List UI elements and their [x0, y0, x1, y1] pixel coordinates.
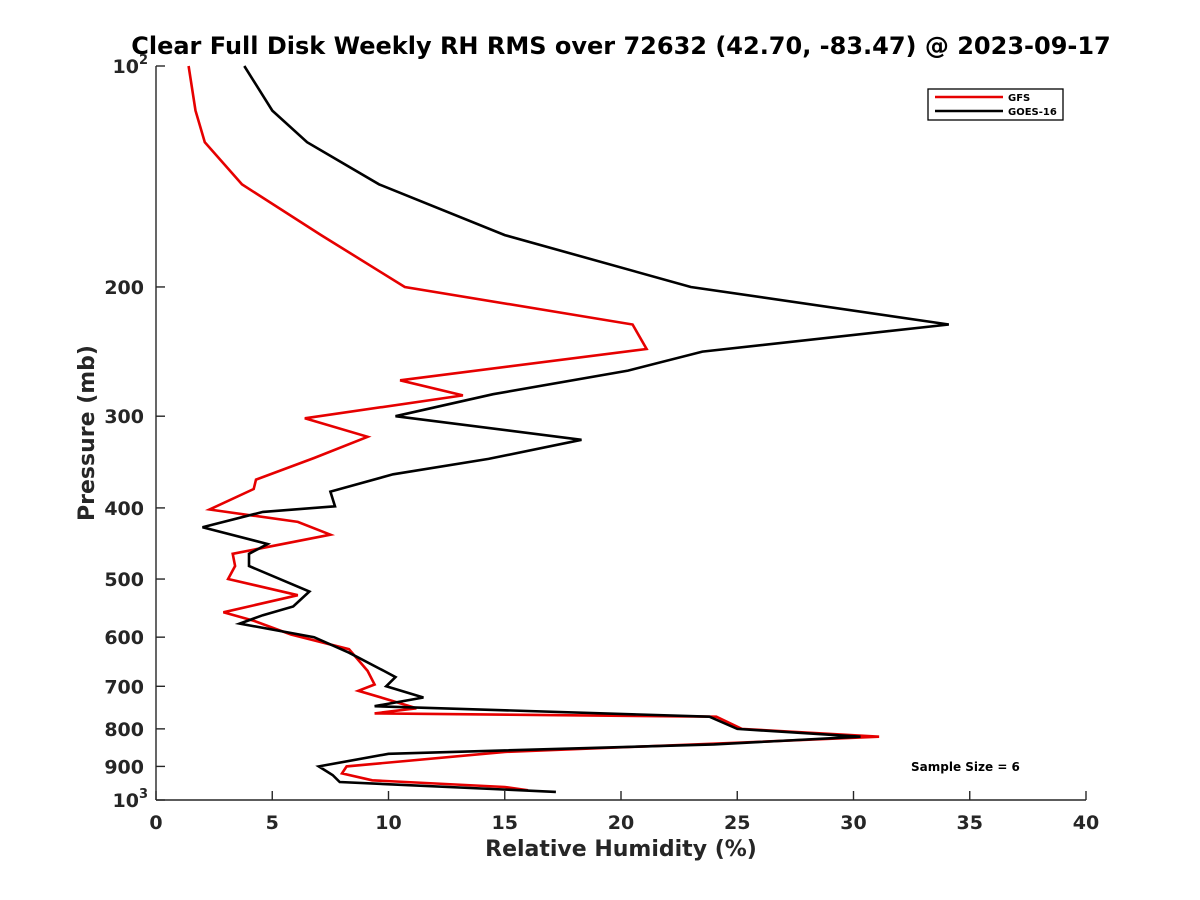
chart-title: Clear Full Disk Weekly RH RMS over 72632… [131, 32, 1111, 60]
y-tick-label: 500 [104, 569, 144, 591]
legend-label-goes16: GOES-16 [1008, 107, 1057, 118]
y-tick-label: 300 [104, 406, 144, 428]
x-tick-label: 10 [375, 812, 401, 834]
x-tick-label: 35 [957, 812, 983, 834]
x-tick-label: 0 [149, 812, 162, 834]
x-axis-label: Relative Humidity (%) [485, 837, 757, 862]
y-tick-label: 700 [104, 676, 144, 698]
y-tick-label: 900 [104, 756, 144, 778]
series-line-gfs [187, 65, 880, 792]
series-layer [187, 65, 949, 794]
plot-area [155, 66, 1086, 801]
legend-label-gfs: GFS [1008, 93, 1030, 104]
x-tick-label: 25 [724, 812, 750, 834]
x-tick-label: 30 [840, 812, 866, 834]
series-line-goes16 [202, 65, 949, 794]
y-tick-label: 200 [104, 277, 144, 299]
legend: GFS GOES-16 [927, 88, 1064, 121]
y-axis: 102 200 300 400 500 600 700 800 900 103 [104, 53, 165, 812]
y-tick-label: 102 [113, 53, 149, 78]
x-axis: 0 5 10 15 20 25 30 35 40 [149, 791, 1099, 834]
y-axis-label: Pressure (mb) [75, 345, 100, 521]
y-tick-label: 103 [113, 787, 149, 812]
x-tick-label: 15 [492, 812, 518, 834]
x-tick-label: 20 [608, 812, 634, 834]
sample-size-annotation: Sample Size = 6 [911, 760, 1020, 774]
y-tick-label: 400 [104, 498, 144, 520]
legend-box [927, 88, 1064, 121]
x-tick-label: 5 [266, 812, 279, 834]
x-tick-label: 40 [1073, 812, 1099, 834]
y-tick-label: 600 [104, 627, 144, 649]
y-tick-label: 800 [104, 719, 144, 741]
